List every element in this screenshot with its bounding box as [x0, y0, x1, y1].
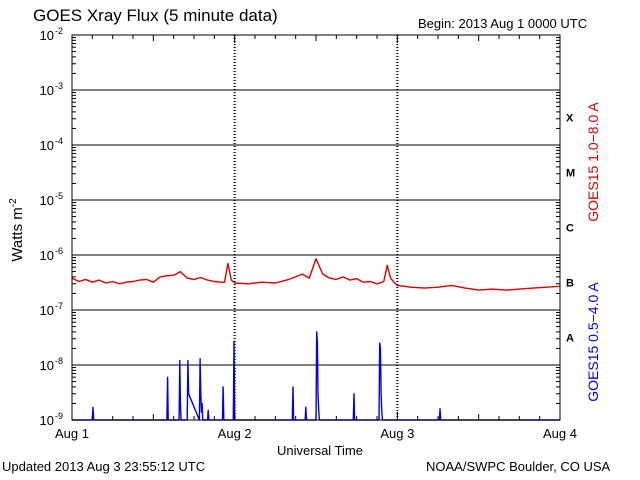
x-axis-label: Universal Time: [277, 443, 363, 458]
y-tick-label-base: 10: [40, 138, 54, 153]
series-line-short: [72, 331, 560, 421]
y-tick-label-exp: -4: [55, 136, 63, 146]
y-tick-label-base: 10: [40, 248, 54, 263]
y-tick-label: 10 -6: [40, 246, 63, 263]
y-tick-label-base: 10: [40, 28, 54, 43]
y-tick-label: 10 -3: [40, 81, 63, 98]
y-tick-label-base: 10: [40, 358, 54, 373]
x-tick-label: Aug 2: [218, 426, 252, 441]
x-tick-label: Aug 1: [55, 426, 89, 441]
y-tick-label: 10 -4: [40, 136, 63, 153]
series-line-long: [71, 258, 561, 291]
flare-class-label: M: [566, 168, 575, 180]
y-tick-label: 10 -2: [40, 26, 63, 43]
y-tick-label-base: 10: [40, 193, 54, 208]
y-tick-label-exp: -8: [55, 356, 63, 366]
y-tick-label-base: 10: [40, 413, 54, 428]
updated-time: Updated 2013 Aug 3 23:55:12 UTC: [2, 459, 206, 474]
y-tick-label: 10 -7: [40, 301, 63, 318]
begin-time: Begin: 2013 Aug 1 0000 UTC: [418, 16, 588, 31]
credit-text: NOAA/SWPC Boulder, CO USA: [426, 459, 611, 474]
y-tick-label-exp: -3: [55, 81, 63, 91]
y-tick-label-base: 10: [40, 303, 54, 318]
y-tick-label-exp: -2: [55, 26, 63, 36]
flare-class-label: A: [566, 333, 574, 345]
y-tick-label-exp: -5: [55, 191, 63, 201]
chart-series: [71, 258, 561, 421]
y-tick-label-exp: -7: [55, 301, 63, 311]
y-tick-label: 10 -9: [40, 411, 63, 428]
y-tick-label: 10 -8: [40, 356, 63, 373]
y-tick-label-exp: -9: [55, 411, 63, 421]
y-tick-label-base: 10: [40, 83, 54, 98]
flare-class-label: X: [566, 113, 574, 125]
x-tick-label: Aug 4: [543, 426, 577, 441]
flare-class-label: C: [566, 223, 574, 235]
legend-long-channel: GOES15 1.0−8.0 A: [585, 102, 601, 222]
flare-class-label: B: [566, 278, 574, 290]
chart-title: GOES Xray Flux (5 minute data): [33, 6, 278, 25]
y-tick-label: 10 -5: [40, 191, 63, 208]
y-tick-label-exp: -6: [55, 246, 63, 256]
legend-short-channel: GOES15 0.5−4.0 A: [585, 282, 601, 402]
x-tick-label: Aug 3: [380, 426, 414, 441]
